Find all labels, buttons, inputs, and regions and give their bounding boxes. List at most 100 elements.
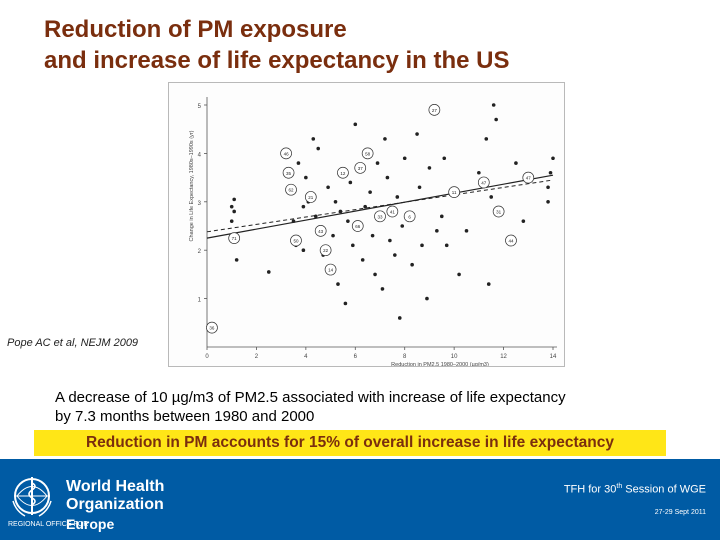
footer-bar: World Health Organization REGIONAL OFFIC…	[0, 459, 720, 540]
data-point	[304, 175, 308, 180]
data-point	[296, 161, 301, 165]
data-point	[442, 156, 447, 161]
data-point	[326, 185, 330, 190]
data-point	[373, 272, 377, 277]
data-point-labeled	[314, 224, 327, 237]
finding-line-1: A decrease of 10 µg/m3 of PM2.5 associat…	[55, 389, 566, 406]
data-point	[439, 214, 444, 219]
data-point-label: 66	[355, 224, 361, 229]
data-point	[370, 233, 375, 238]
data-point	[400, 224, 405, 228]
x-tick-label: 14	[550, 354, 557, 360]
x-tick-label: 8	[403, 354, 407, 360]
who-emblem-icon	[12, 477, 52, 517]
data-point-labeled	[492, 205, 505, 218]
data-point	[336, 282, 340, 286]
slide-title: Reduction of PM exposure and increase of…	[44, 14, 684, 76]
data-point-label: 6	[408, 214, 411, 219]
data-point-label: 41	[390, 209, 396, 214]
x-tick-label: 0	[205, 354, 209, 360]
data-point	[360, 258, 365, 262]
data-point	[410, 262, 414, 267]
session-suffix: Session of WGE	[622, 483, 706, 496]
region-name: Europe	[66, 516, 115, 532]
data-point	[417, 185, 422, 190]
data-point	[266, 270, 271, 274]
title-line-1: Reduction of PM exposure	[44, 16, 347, 43]
data-point-label: 35	[286, 171, 292, 176]
data-point	[420, 243, 424, 248]
session-prefix: TFH for 30	[563, 483, 617, 496]
data-point	[353, 122, 358, 127]
regression-line-solid	[206, 174, 554, 239]
who-name-line-1: World Health	[66, 478, 165, 495]
who-name-line-2: Organization	[66, 496, 164, 513]
session-info: TFH for 30th Session of WGE	[564, 483, 706, 496]
title-line-2: and increase of life expectancy in the U…	[44, 47, 510, 74]
x-tick-label: 4	[304, 354, 308, 360]
x-axis-label: Reduction in PM2.5 1980–2000 (µg/m3)	[391, 362, 489, 366]
data-point	[489, 195, 494, 199]
data-point	[546, 200, 550, 204]
data-point-labeled	[386, 205, 399, 218]
data-point	[551, 156, 555, 161]
y-tick-label: 2	[198, 249, 202, 255]
data-point	[232, 197, 236, 202]
data-point-label: 21	[308, 195, 314, 200]
x-tick-label: 10	[451, 354, 458, 360]
data-point-labeled	[280, 147, 292, 160]
scatter-chart: 1 2 3 4 5 0 2 4 6 8 10 12 14 Reduction in PM2.5 1980–…	[168, 82, 565, 367]
data-point-labeled	[448, 186, 460, 198]
data-point-label: 47	[481, 180, 487, 185]
session-dates: 27-29 Sept 2011	[654, 509, 706, 516]
data-point	[514, 161, 518, 165]
data-point-labeled	[351, 220, 364, 232]
data-point	[548, 170, 553, 175]
data-point	[491, 103, 496, 107]
data-point	[380, 287, 385, 291]
data-point-labeled	[505, 234, 517, 247]
x-tick-label: 2	[255, 354, 259, 360]
data-point	[427, 166, 432, 170]
data-point-labeled	[354, 162, 367, 174]
finding-text: A decrease of 10 µg/m3 of PM2.5 associat…	[55, 388, 665, 426]
y-tick-label: 1	[198, 298, 202, 304]
data-point	[301, 248, 306, 252]
data-point-labeled	[206, 321, 218, 334]
data-point-label: 37	[358, 166, 364, 171]
data-point-labeled	[522, 171, 535, 184]
data-point	[351, 243, 355, 248]
data-point	[425, 296, 429, 301]
x-tick-label: 6	[354, 354, 358, 360]
data-point-label: 36	[209, 326, 215, 331]
y-tick-label: 5	[198, 104, 202, 110]
data-point-label: 12	[340, 171, 346, 176]
data-point	[444, 243, 449, 248]
data-point-labeled	[285, 183, 297, 196]
data-point-labeled	[228, 232, 241, 244]
data-point-labeled	[337, 166, 349, 179]
data-point-labeled	[324, 263, 337, 276]
data-point	[229, 204, 234, 209]
data-point	[229, 219, 234, 223]
data-point	[316, 146, 321, 151]
data-point	[486, 282, 491, 286]
data-point	[393, 253, 397, 257]
data-point	[388, 238, 392, 243]
data-point	[291, 219, 296, 223]
y-tick-label: 3	[198, 201, 202, 207]
data-point	[385, 175, 390, 180]
data-point-label: 44	[508, 239, 514, 244]
data-point-label: 47	[526, 176, 532, 181]
x-tick-label: 12	[500, 354, 507, 360]
data-point	[338, 209, 343, 214]
data-point	[346, 219, 350, 223]
data-point	[368, 190, 372, 194]
data-point-label: 58	[365, 151, 371, 156]
data-point	[232, 209, 236, 214]
data-point	[348, 180, 353, 185]
data-point	[457, 272, 461, 277]
data-point-label: 62	[289, 188, 295, 193]
data-point	[402, 156, 407, 161]
